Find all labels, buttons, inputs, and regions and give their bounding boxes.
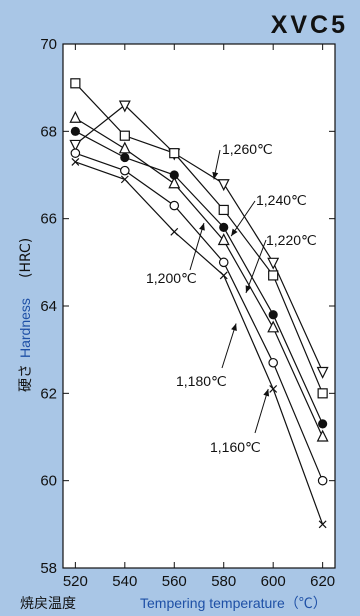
y-axis-label: 硬さ Hardness (HRC) <box>17 238 34 392</box>
data-point-x <box>318 520 327 529</box>
data-point-triangle-up <box>267 320 280 333</box>
series-label-leader <box>230 200 256 237</box>
arrowhead-icon <box>231 228 238 237</box>
y-axis-label-unit: (HRC) <box>18 238 34 278</box>
y-tick-label: 68 <box>40 123 57 140</box>
series-label-leader <box>189 222 205 271</box>
series-label: 1,200℃ <box>146 270 197 286</box>
arrowhead-icon <box>212 171 219 180</box>
series-label: 1,180℃ <box>176 373 227 389</box>
y-tick-label: 66 <box>40 211 57 228</box>
x-tick-label: 620 <box>310 573 335 590</box>
series-line <box>74 82 324 394</box>
arrowhead-icon <box>199 223 205 231</box>
data-point-square <box>119 130 130 141</box>
data-point-x <box>170 227 179 236</box>
series-line <box>75 161 324 525</box>
series-markers <box>69 78 329 529</box>
data-point-square <box>317 388 328 399</box>
y-tick-label: 58 <box>40 560 57 577</box>
data-point-filled-circle <box>268 310 278 320</box>
data-point-filled-circle <box>169 170 179 180</box>
data-point-x <box>219 271 228 280</box>
chart-title: XVC5 <box>271 11 348 39</box>
y-tick-label: 62 <box>40 385 57 402</box>
data-point-square <box>268 270 279 281</box>
series-annotations: 1,260℃ 1,240℃ 1,220℃ 1,200℃ 1,180℃ 1,160℃ <box>146 141 317 455</box>
data-point-open-circle <box>317 475 328 486</box>
data-point-triangle-down <box>118 100 131 113</box>
series-lines <box>74 82 324 525</box>
x-axis-label-en: Tempering temperature（℃） <box>140 595 327 611</box>
x-axis-label-jp: 焼戻温度 <box>20 596 76 612</box>
data-point-triangle-up <box>168 176 181 189</box>
y-tick-label: 60 <box>40 473 57 490</box>
series-label: 1,240℃ <box>256 192 307 208</box>
data-point-x <box>269 385 278 393</box>
data-point-open-circle <box>218 257 229 268</box>
series-label-leader <box>221 323 237 369</box>
axis-ticks: 58 60 62 64 66 68 70 520 540 560 580 600 620 <box>40 36 335 590</box>
y-axis-label-jp: 硬さ <box>18 364 34 392</box>
x-tick-label: 560 <box>162 573 187 590</box>
series-line <box>75 152 324 481</box>
x-tick-label: 520 <box>63 573 88 590</box>
data-point-triangle-up <box>69 110 82 123</box>
arrowhead-icon <box>263 388 270 397</box>
series-line <box>75 117 324 438</box>
data-point-triangle-up <box>118 141 131 154</box>
arrowhead-icon <box>245 285 252 293</box>
y-tick-label: 64 <box>40 298 57 315</box>
data-point-x <box>71 157 80 166</box>
data-point-triangle-up <box>316 429 329 442</box>
y-axis-label-en: Hardness <box>17 298 33 358</box>
x-tick-label: 600 <box>261 573 286 590</box>
data-point-triangle-down <box>69 139 82 152</box>
data-point-square <box>218 204 229 216</box>
series-label: 1,260℃ <box>222 141 273 157</box>
series-label-leader <box>254 388 269 434</box>
data-point-square <box>169 148 180 159</box>
data-point-triangle-down <box>217 179 230 192</box>
y-tick-label: 70 <box>40 36 57 53</box>
data-point-triangle-down <box>267 257 280 270</box>
data-point-x <box>120 175 129 184</box>
data-point-open-circle <box>120 165 130 176</box>
data-point-open-circle <box>268 357 278 368</box>
data-point-triangle-down <box>316 366 329 379</box>
data-point-filled-circle <box>318 419 328 429</box>
data-point-open-circle <box>169 200 180 211</box>
x-tick-label: 580 <box>211 573 236 590</box>
arrowhead-icon <box>231 323 237 332</box>
series-line <box>75 104 324 372</box>
data-point-square <box>70 78 81 89</box>
data-point-filled-circle <box>120 152 130 163</box>
series-label: 1,160℃ <box>210 439 261 455</box>
series-label: 1,220℃ <box>266 232 317 248</box>
data-point-open-circle <box>70 148 81 158</box>
series-label-leader <box>245 239 267 294</box>
data-point-triangle-up <box>217 233 230 246</box>
data-point-filled-circle <box>219 222 229 232</box>
series-line <box>75 130 324 425</box>
data-point-filled-circle <box>70 126 80 136</box>
x-tick-label: 540 <box>112 573 137 590</box>
plot-area <box>62 43 336 569</box>
